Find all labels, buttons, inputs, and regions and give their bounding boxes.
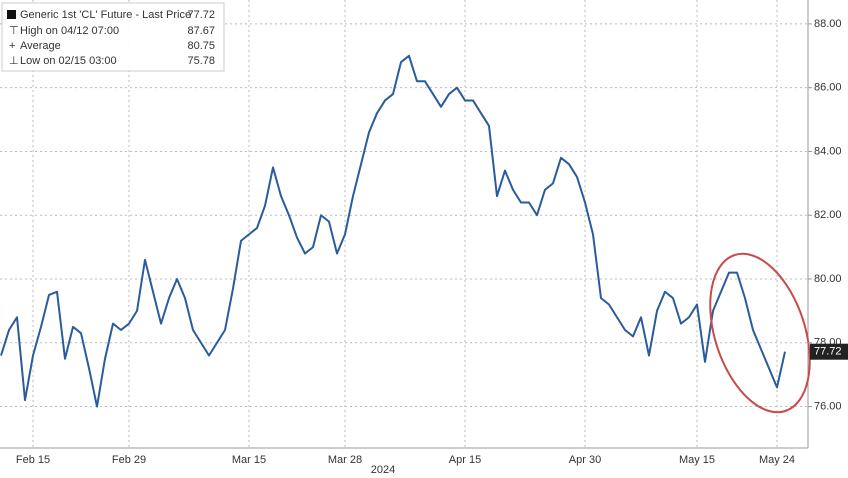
- x-tick-label: Feb 15: [16, 454, 50, 466]
- legend-label: Generic 1st 'CL' Future - Last Price: [20, 9, 191, 21]
- x-tick-label: Apr 30: [569, 454, 601, 466]
- x-tick-label: Feb 29: [112, 454, 146, 466]
- legend: Generic 1st 'CL' Future - Last Price 77.…: [1, 2, 225, 72]
- legend-value: 77.72: [187, 9, 215, 21]
- legend-icon: ⊤: [9, 25, 19, 37]
- plot: [0, 0, 808, 448]
- stat-value: 80.75: [187, 40, 215, 52]
- y-tick-label: 86.00: [814, 82, 842, 94]
- legend-icon: +: [9, 40, 15, 52]
- stat-label: Average: [20, 40, 61, 52]
- highlight-ellipse: [709, 252, 811, 414]
- y-tick-label: 80.00: [814, 273, 842, 285]
- x-tick-label: Mar 28: [328, 454, 362, 466]
- x-tick-label: Apr 15: [449, 454, 481, 466]
- price-line: [0, 54, 786, 408]
- y-tick-label: 84.00: [814, 145, 842, 157]
- legend-icon: ⊥: [9, 55, 19, 67]
- stat-value: 75.78: [187, 55, 215, 67]
- last-price-box: [810, 343, 848, 360]
- x-tick-label: May 24: [759, 454, 795, 466]
- y-tick-label: 88.00: [814, 18, 842, 30]
- last-price-label: 77.72: [814, 346, 842, 358]
- x-tick-label: Mar 15: [232, 454, 266, 466]
- legend-swatch: [7, 10, 16, 19]
- stat-label: Low on 02/15 03:00: [20, 55, 117, 67]
- x-tick-label: May 15: [679, 454, 715, 466]
- legend-box: [1, 2, 225, 72]
- stat-value: 87.67: [187, 25, 215, 37]
- y-tick-label: 82.00: [814, 209, 842, 221]
- x-group-label: 2024: [371, 464, 395, 476]
- y-tick-label: 76.00: [814, 400, 842, 412]
- stat-label: High on 04/12 07:00: [20, 25, 119, 37]
